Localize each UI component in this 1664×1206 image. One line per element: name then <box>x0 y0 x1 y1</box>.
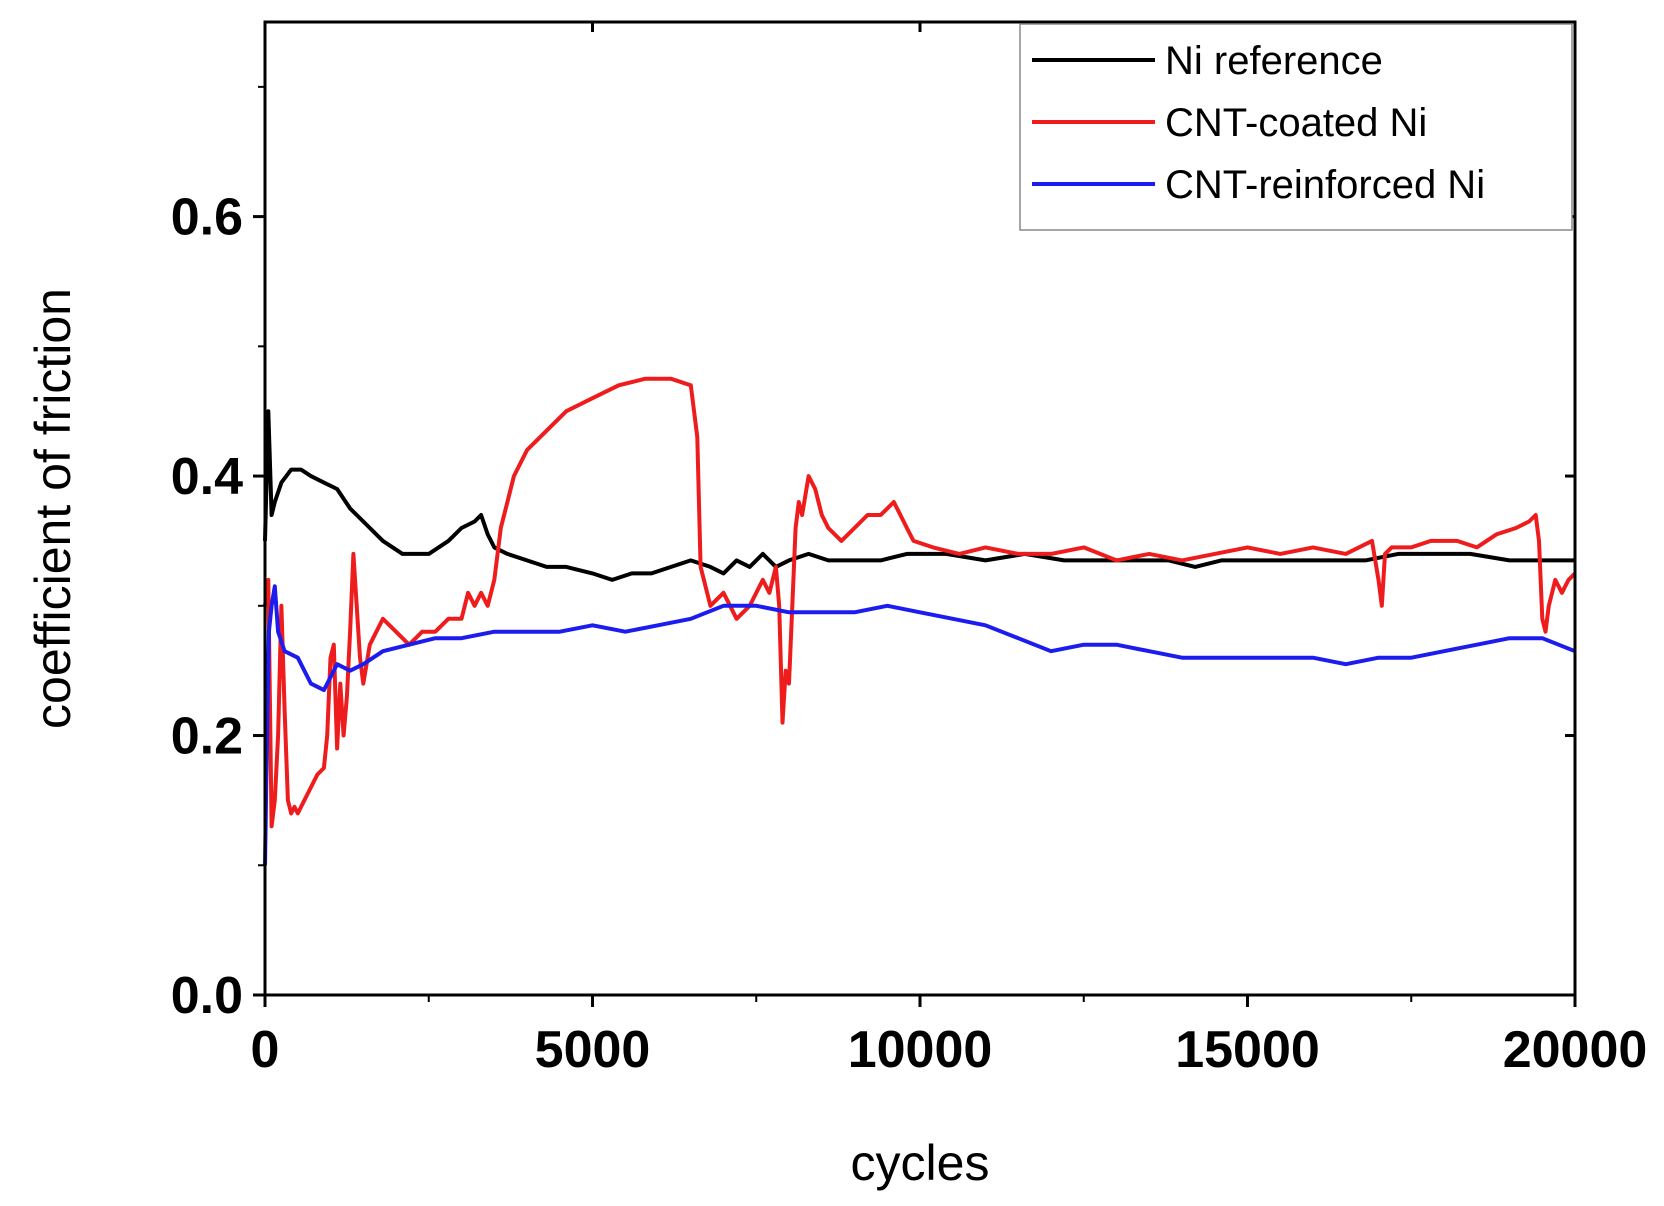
series-layer <box>263 376 1577 866</box>
legend-label: CNT-reinforced Ni <box>1165 163 1485 207</box>
series-line-3 <box>263 584 1576 866</box>
x-tick-label: 15000 <box>1175 1021 1320 1079</box>
x-axis-title: cycles <box>851 1135 990 1191</box>
series-line-1 <box>263 409 1575 582</box>
y-tick-label: 0.0 <box>171 967 243 1025</box>
legend-label: Ni reference <box>1165 39 1383 83</box>
x-tick-label: 20000 <box>1503 1021 1648 1079</box>
ticks-layer: 0 5000 10000 15000 20000 0.0 0.2 0.4 0.6 <box>171 22 1648 1079</box>
x-tick-label: 10000 <box>848 1021 993 1079</box>
x-tick-label: 0 <box>251 1021 280 1079</box>
y-tick-label: 0.2 <box>171 708 243 766</box>
legend-label: CNT-coated Ni <box>1165 101 1427 145</box>
series-line-2 <box>263 376 1577 829</box>
legend: Ni reference CNT-coated Ni CNT-reinforced … <box>1019 23 1573 231</box>
y-tick-label: 0.4 <box>171 448 243 506</box>
y-axis-title: coefficient of friction <box>25 288 81 729</box>
y-tick-label: 0.6 <box>171 189 243 247</box>
x-tick-label: 5000 <box>535 1021 651 1079</box>
